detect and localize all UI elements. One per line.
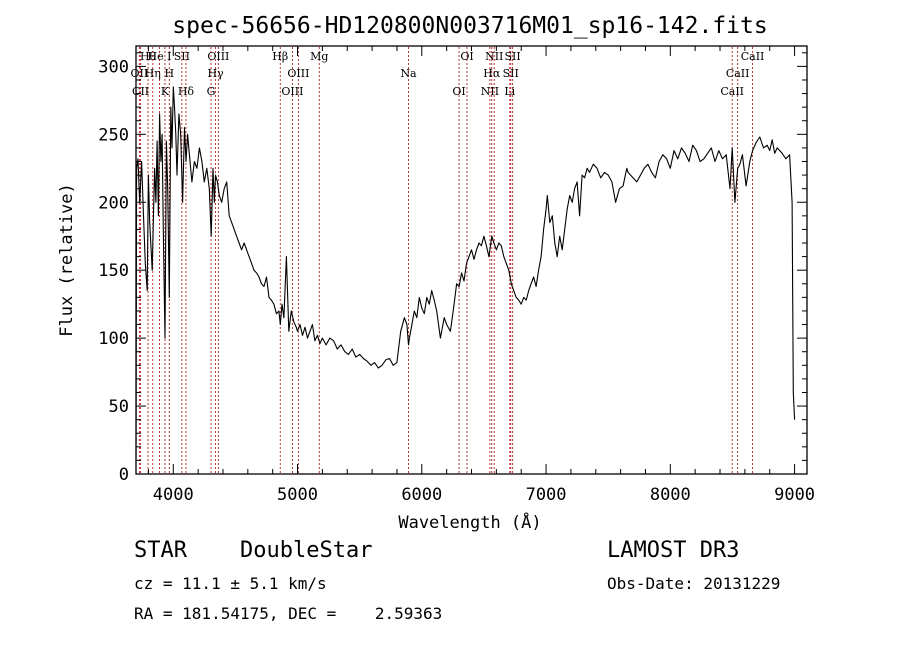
line-label: CaII bbox=[726, 67, 750, 80]
line-label: OIII bbox=[207, 50, 229, 63]
line-label: NII bbox=[481, 85, 499, 98]
line-label: OI bbox=[460, 50, 473, 63]
y-tick-label: 150 bbox=[98, 261, 129, 281]
line-label: NII bbox=[485, 50, 503, 63]
line-label: G bbox=[207, 85, 216, 98]
line-label: OIII bbox=[281, 85, 303, 98]
line-label: SII bbox=[174, 50, 190, 63]
line-label: CaII bbox=[741, 50, 765, 63]
line-label: Na bbox=[400, 67, 417, 80]
line-label: Hη bbox=[145, 67, 161, 80]
x-tick-label: 8000 bbox=[650, 485, 691, 505]
redshift-value: cz = 11.1 ± 5.1 km/s bbox=[134, 574, 327, 593]
y-tick-label: 300 bbox=[98, 57, 129, 77]
x-tick-label: 4000 bbox=[153, 485, 194, 505]
line-label: H bbox=[165, 67, 175, 80]
obs-date: Obs-Date: 20131229 bbox=[607, 574, 781, 593]
line-markers bbox=[138, 47, 754, 473]
x-axis-label: Wavelength (Å) bbox=[398, 511, 541, 533]
plot-frame bbox=[135, 45, 808, 475]
x-tick-label: 6000 bbox=[401, 485, 442, 505]
line-label: He I bbox=[148, 50, 172, 63]
y-tick-label: 0 bbox=[119, 465, 129, 485]
line-label: SII bbox=[503, 67, 519, 80]
y-tick-label: 250 bbox=[98, 125, 129, 145]
line-label: K bbox=[161, 85, 170, 98]
y-tick-label: 200 bbox=[98, 193, 129, 213]
spectrum-line bbox=[135, 86, 796, 461]
line-label: CaII bbox=[720, 85, 744, 98]
ra-dec: RA = 181.54175, DEC = 2.59363 bbox=[134, 604, 443, 623]
object-class: STAR bbox=[134, 538, 187, 563]
line-label: Li bbox=[504, 85, 515, 98]
line-label: Mg bbox=[310, 50, 328, 63]
line-label: OIII bbox=[287, 67, 309, 80]
chart-title: spec-56656-HD120800N003716M01_sp16-142.f… bbox=[172, 13, 767, 39]
line-label: Hδ bbox=[178, 85, 195, 98]
x-tick-label: 5000 bbox=[277, 485, 318, 505]
line-label: OII bbox=[130, 67, 148, 80]
line-label: OI bbox=[452, 85, 465, 98]
line-label: Hγ bbox=[207, 67, 224, 80]
line-label: Hθ bbox=[140, 50, 157, 63]
object-subclass: DoubleStar bbox=[240, 538, 373, 563]
x-tick-label: 7000 bbox=[526, 485, 567, 505]
line-label: CII bbox=[132, 85, 149, 98]
line-label: Hβ bbox=[272, 50, 288, 63]
y-axis-label: Flux (relative) bbox=[57, 183, 77, 337]
y-tick-label: 100 bbox=[98, 329, 129, 349]
line-label: SII bbox=[505, 50, 521, 63]
y-axis-ticks: 0 50 100 150 200 250 300 bbox=[98, 52, 807, 485]
x-tick-label: 9000 bbox=[774, 485, 815, 505]
x-axis-ticks: 4000 5000 6000 7000 8000 9000 bbox=[147, 46, 815, 505]
line-label: Hα bbox=[483, 67, 501, 80]
spectrum-series bbox=[135, 86, 796, 461]
survey-name: LAMOST DR3 bbox=[607, 538, 740, 563]
y-tick-label: 50 bbox=[109, 397, 129, 417]
